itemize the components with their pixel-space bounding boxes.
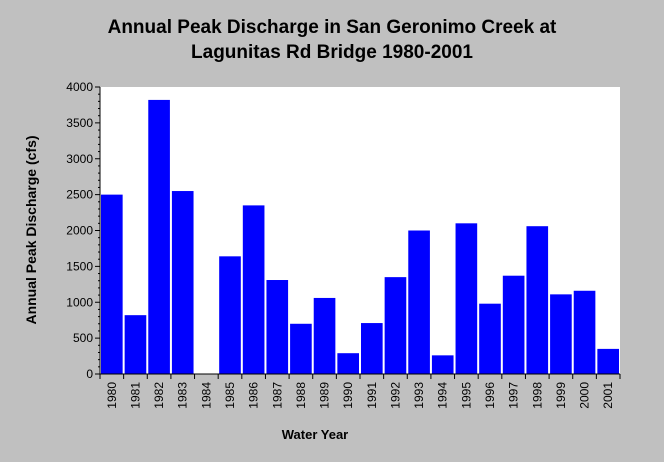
bar — [313, 297, 336, 374]
x-tick-label: 1995 — [459, 382, 473, 409]
chart-title-line1: Annual Peak Discharge in San Geronimo Cr… — [108, 17, 557, 38]
y-tick-label: 4000 — [66, 80, 93, 94]
bar — [124, 315, 147, 374]
y-tick-label: 1500 — [66, 259, 93, 273]
bar — [431, 355, 454, 374]
y-axis-label: Annual Peak Discharge (cfs) — [23, 135, 39, 324]
x-tick-label: 1982 — [152, 382, 166, 409]
plot-area: 0 500 1000 1500 2000 2500 3000 3500 4000 1980 1981… — [66, 80, 621, 409]
bar — [502, 275, 525, 374]
x-tick-label: 1985 — [223, 382, 237, 409]
bar — [597, 348, 619, 374]
x-tick-label: 1983 — [176, 382, 190, 409]
x-tick-label: 1986 — [247, 382, 261, 409]
y-tick-label: 2500 — [66, 188, 93, 202]
bar — [219, 256, 241, 374]
bar — [337, 353, 359, 374]
x-tick-label: 1989 — [318, 382, 332, 409]
bar — [171, 191, 194, 374]
x-tick-label: 1990 — [341, 382, 355, 409]
x-tick-label: 2000 — [578, 382, 592, 409]
chart-title-line2: Lagunitas Rd Bridge 1980-2001 — [191, 42, 473, 63]
x-tick-label: 2001 — [601, 382, 615, 409]
x-tick-label: 1988 — [294, 382, 308, 409]
bar — [408, 230, 430, 374]
x-tick-label: 1998 — [530, 382, 544, 409]
y-tick-label: 0 — [86, 367, 93, 381]
y-tick-label: 3500 — [66, 116, 93, 130]
x-tick-label: 1993 — [412, 382, 426, 409]
bar — [550, 294, 572, 374]
x-tick-label: 1984 — [199, 382, 213, 409]
x-tick-label: 1980 — [105, 382, 119, 409]
y-tick-label: 500 — [73, 331, 93, 345]
bar — [242, 205, 265, 374]
x-tick-label: 1991 — [365, 382, 379, 409]
bar — [266, 280, 289, 374]
x-tick-label: 1996 — [483, 382, 497, 409]
bar — [290, 323, 312, 374]
bar — [479, 303, 501, 374]
y-tick-label: 3000 — [66, 152, 93, 166]
x-tick-label: 1997 — [507, 382, 521, 409]
x-tick-label: 1999 — [554, 382, 568, 409]
bar — [573, 290, 596, 374]
y-tick-label: 2000 — [66, 224, 93, 238]
bar — [148, 99, 170, 374]
x-tick-label: 1994 — [436, 382, 450, 409]
x-axis-label: Water Year — [282, 427, 349, 442]
bar — [384, 277, 407, 374]
x-tick-label: 1981 — [128, 382, 142, 409]
x-tick-label: 1992 — [388, 382, 402, 409]
bar — [526, 226, 549, 374]
bar — [101, 194, 123, 374]
bar — [455, 223, 478, 374]
x-tick-label: 1987 — [270, 382, 284, 409]
y-tick-label: 1000 — [66, 295, 93, 309]
bar — [361, 323, 383, 374]
